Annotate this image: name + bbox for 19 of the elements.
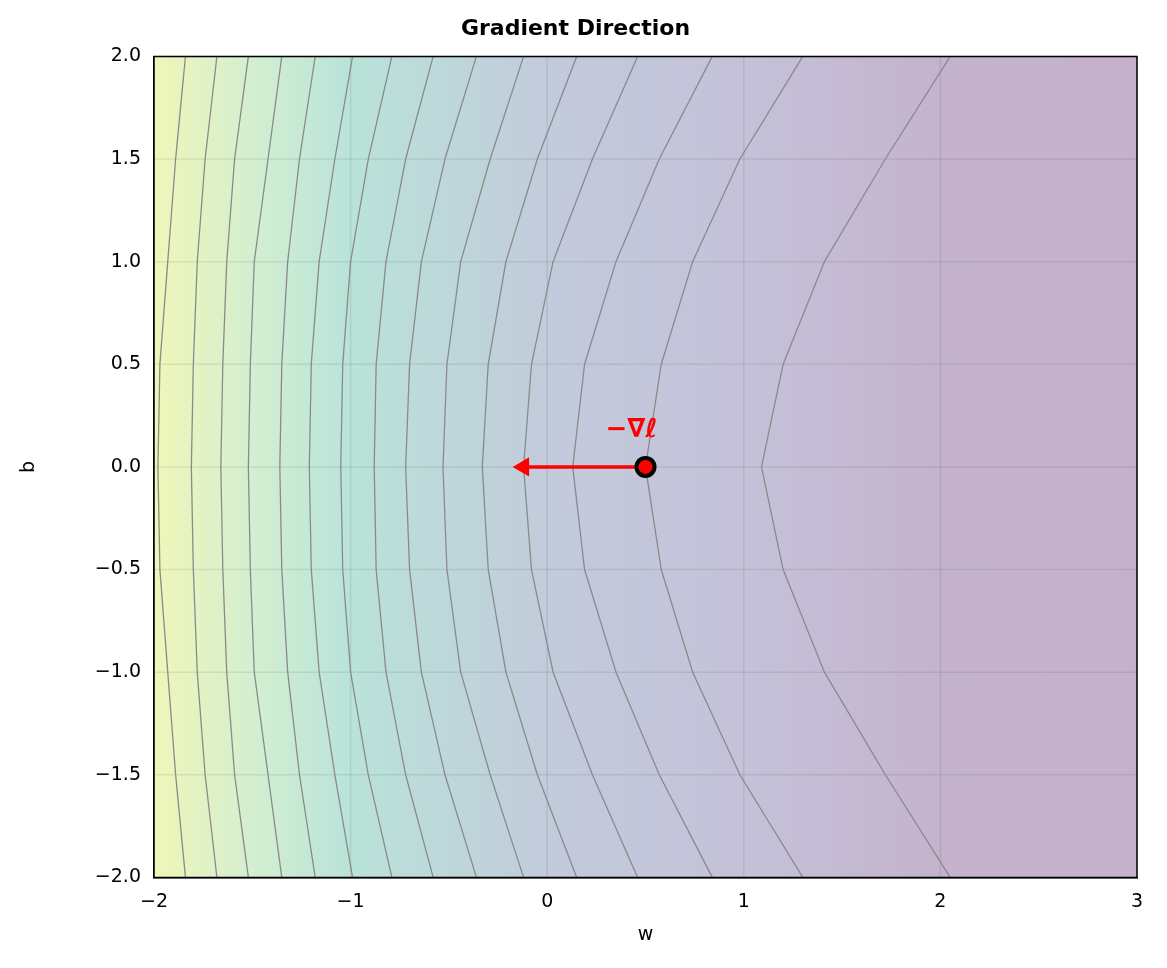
y-tick-label: 1.0 [110,248,141,271]
x-tick-label: 3 [1130,888,1144,911]
y-tick-label: 2.0 [110,43,141,66]
y-tick-label: −0.5 [94,556,141,579]
y-tick-label: 0.5 [110,351,141,374]
y-tick-label: −2.0 [94,864,141,887]
x-tick-label: 0 [541,888,554,911]
y-tick-label: −1.5 [94,761,141,784]
chart-title: Gradient Direction [460,14,691,40]
x-tick-label: 2 [934,888,947,911]
y-tick-label: 1.5 [110,145,141,168]
annotation: −∇ℓ [605,412,658,443]
x-tick-label: −1 [336,888,365,911]
x-tick-label: −2 [139,888,169,911]
y-axis-title: b [16,460,39,473]
x-axis-title: w [637,921,654,944]
x-tick-label: 1 [737,888,750,911]
y-tick-label: −1.0 [94,659,141,682]
y-tick-label: 0.0 [110,453,141,476]
